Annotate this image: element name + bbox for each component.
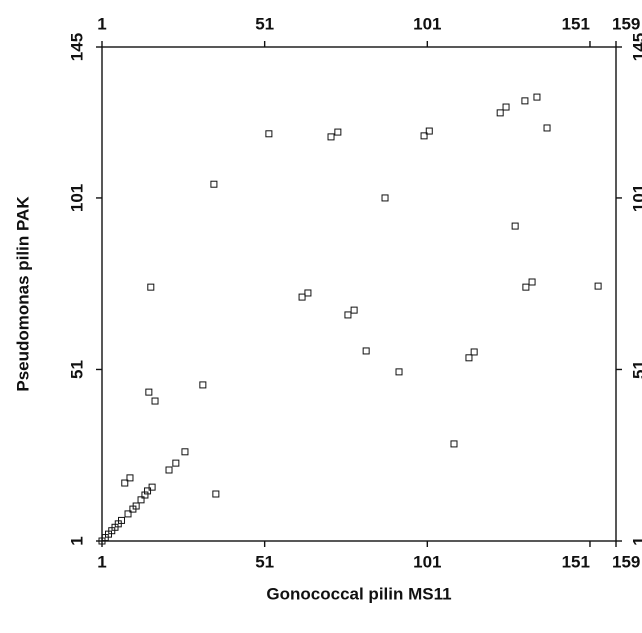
y-tick-label: 145 (67, 33, 86, 61)
point (496, 109, 504, 117)
point (395, 368, 403, 376)
y-right-tick-label: 101 (629, 184, 642, 212)
point (594, 282, 602, 290)
point (350, 306, 358, 314)
point (528, 278, 536, 286)
y-tick-label: 51 (67, 360, 86, 379)
x-tick-label: 1 (97, 552, 106, 571)
point (121, 479, 129, 487)
x-top-tick-label: 101 (413, 14, 441, 33)
point (522, 283, 530, 291)
point (172, 459, 180, 467)
x-tick-label: 101 (413, 552, 441, 571)
point (304, 289, 312, 297)
point (298, 293, 306, 301)
x-axis-label: Gonococcal pilin MS11 (266, 584, 451, 603)
point (132, 502, 140, 510)
point (265, 130, 273, 138)
point (212, 490, 220, 498)
point (465, 354, 473, 362)
point (147, 283, 155, 291)
point (148, 483, 156, 491)
y-right-tick-label: 1 (629, 536, 642, 545)
x-top-tick-label: 51 (255, 14, 274, 33)
point (521, 97, 529, 105)
point (334, 128, 342, 136)
y-tick-label: 101 (67, 184, 86, 212)
y-right-tick-label: 51 (629, 360, 642, 379)
point (137, 496, 145, 504)
x-tick-label: 51 (255, 552, 274, 571)
point (124, 510, 132, 518)
point (420, 132, 428, 140)
point (450, 440, 458, 448)
x-top-tick-label: 151 (562, 14, 590, 33)
point (144, 487, 152, 495)
x-tick-label: 151 (562, 552, 590, 571)
point (362, 347, 370, 355)
point (181, 448, 189, 456)
x-top-tick-label: 159 (612, 14, 640, 33)
point (511, 222, 519, 230)
point (165, 466, 173, 474)
point (126, 474, 134, 482)
x-tick-label: 159 (612, 552, 640, 571)
point (210, 180, 218, 188)
point (151, 397, 159, 405)
point (543, 124, 551, 132)
point (470, 348, 478, 356)
point (145, 388, 153, 396)
y-tick-label: 1 (67, 536, 86, 545)
point (533, 93, 541, 101)
point (425, 127, 433, 135)
y-axis-label: Pseudomonas pilin PAK (13, 196, 32, 392)
point (118, 516, 126, 524)
y-right-tick-label: 145 (629, 33, 642, 61)
point (344, 311, 352, 319)
point (502, 103, 510, 111)
point (327, 133, 335, 141)
x-top-tick-label: 1 (97, 14, 106, 33)
plot-frame (101, 46, 617, 542)
point (199, 381, 207, 389)
point (381, 194, 389, 202)
